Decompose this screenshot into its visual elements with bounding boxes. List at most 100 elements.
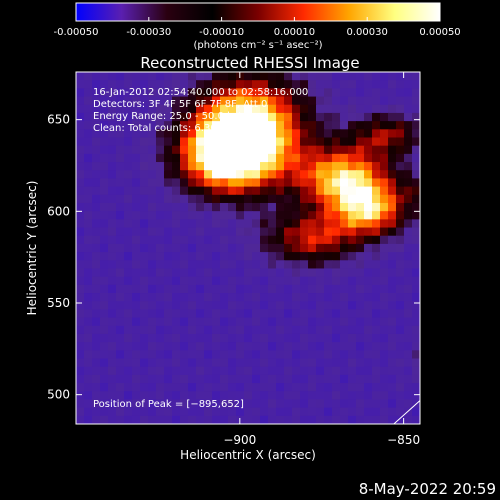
heatmap-cell (348, 284, 357, 294)
heatmap-cell (340, 407, 349, 417)
heatmap-cell (196, 162, 205, 171)
heatmap-cell (196, 211, 205, 220)
heatmap-cell (348, 252, 357, 261)
heatmap-cell (132, 391, 141, 401)
heatmap-cell (380, 162, 389, 171)
heatmap-cell (244, 80, 253, 89)
heatmap-cell (364, 137, 373, 147)
heatmap-cell (348, 301, 357, 310)
heatmap-cell (228, 96, 237, 106)
heatmap-cell (100, 399, 109, 409)
heatmap-cell (268, 72, 277, 81)
heatmap-cell (236, 399, 245, 409)
heatmap-cell (396, 333, 405, 343)
heatmap-cell (276, 260, 285, 270)
heatmap-cell (180, 121, 189, 130)
heatmap-cell (228, 391, 237, 401)
heatmap-cell (164, 80, 173, 89)
heatmap-cell (356, 211, 365, 220)
heatmap-cell (372, 162, 381, 171)
heatmap-cell (204, 153, 213, 163)
heatmap-cell (340, 366, 349, 376)
heatmap-cell (212, 407, 221, 417)
heatmap-cell (252, 72, 261, 81)
heatmap-cell (220, 383, 229, 392)
heatmap-cell (332, 391, 341, 401)
heatmap-cell (292, 342, 301, 351)
heatmap-cell (204, 219, 213, 229)
heatmap-cell (76, 399, 85, 409)
heatmap-cell (332, 350, 341, 360)
heatmap-cell (132, 260, 141, 270)
heatmap-cell (236, 374, 245, 384)
heatmap-cell (188, 202, 197, 212)
heatmap-cell (324, 153, 333, 163)
heatmap-cell (324, 202, 333, 212)
heatmap-cell (108, 153, 117, 163)
heatmap-cell (292, 72, 301, 81)
heatmap-cell (308, 399, 317, 409)
heatmap-cell (164, 243, 173, 253)
heatmap-cell (372, 137, 381, 147)
heatmap-cell (204, 235, 213, 245)
heatmap-cell (324, 325, 333, 335)
heatmap-cell (404, 358, 413, 368)
heatmap-cell (316, 235, 325, 245)
heatmap-cell (364, 129, 373, 139)
heatmap-cell (324, 293, 333, 302)
heatmap-cell (356, 301, 365, 310)
heatmap-cell (236, 284, 245, 294)
heatmap-cell (340, 301, 349, 310)
heatmap-cell (108, 415, 117, 424)
heatmap-cell (348, 325, 357, 335)
heatmap-cell (140, 129, 149, 139)
heatmap-cell (100, 137, 109, 147)
heatmap-cell (404, 415, 413, 424)
heatmap-cell (292, 309, 301, 319)
heatmap-cell (188, 358, 197, 368)
heatmap-cell (188, 415, 197, 424)
heatmap-cell (244, 129, 253, 139)
heatmap-cell (276, 342, 285, 351)
heatmap-cell (308, 219, 317, 229)
heatmap-cell (260, 383, 269, 392)
heatmap-cell (156, 137, 165, 147)
heatmap-cell (156, 129, 165, 139)
heatmap-cell (180, 227, 189, 237)
heatmap-cell (268, 129, 277, 139)
heatmap-cell (132, 88, 141, 98)
heatmap-cell (180, 284, 189, 294)
heatmap-cell (292, 219, 301, 229)
heatmap-cell (132, 252, 141, 261)
heatmap-cell (220, 407, 229, 417)
heatmap-cell (356, 88, 365, 98)
heatmap-cell (396, 153, 405, 163)
heatmap-cell (164, 350, 173, 360)
heatmap-cell (236, 211, 245, 220)
heatmap-cell (276, 145, 285, 155)
heatmap-cell (100, 72, 109, 81)
heatmap-cell (108, 80, 117, 89)
heatmap-cell (340, 104, 349, 114)
heatmap-cell (292, 235, 301, 245)
heatmap-cell (132, 129, 141, 139)
heatmap-cell (124, 252, 133, 261)
heatmap-cell (388, 162, 397, 171)
heatmap-cell (100, 325, 109, 335)
heatmap-cell (364, 162, 373, 171)
heatmap-cell (284, 342, 293, 351)
heatmap-cell (92, 243, 101, 253)
heatmap-cell (188, 227, 197, 237)
heatmap-cell (340, 170, 349, 180)
heatmap-cell (84, 407, 93, 417)
annotation-peak-position: Position of Peak = [−895,652] (93, 399, 244, 410)
heatmap-cell (156, 276, 165, 286)
heatmap-cell (132, 145, 141, 155)
heatmap-cell (76, 202, 85, 212)
heatmap-cell (260, 162, 269, 171)
heatmap-cell (316, 137, 325, 147)
heatmap-cell (164, 293, 173, 302)
heatmap-cell (212, 276, 221, 286)
heatmap-cell (172, 112, 181, 122)
heatmap-cell (404, 121, 413, 130)
